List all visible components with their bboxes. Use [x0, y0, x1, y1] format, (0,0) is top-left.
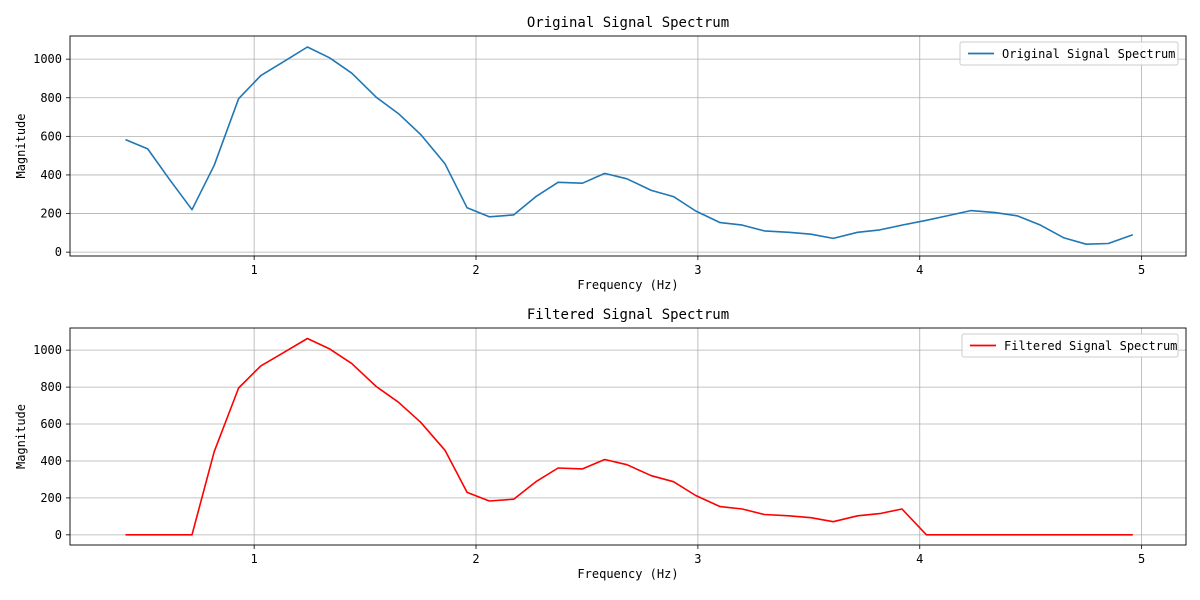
- x-tick-label: 1: [251, 552, 258, 566]
- legend-label: Original Signal Spectrum: [1002, 47, 1175, 61]
- y-tick-label: 0: [55, 245, 62, 259]
- x-tick-label: 3: [694, 552, 701, 566]
- subplot-1: 1 2 3 4 5 0 200 400 600 800 1000 Original Signal Sp…: [14, 15, 1187, 292]
- y-tick-label: 200: [40, 207, 62, 221]
- chart-title: Original Signal Spectrum: [527, 15, 729, 31]
- x-tick-label: 2: [472, 263, 479, 277]
- legend-label: Filtered Signal Spectrum: [1004, 339, 1177, 353]
- x-tick-label: 4: [916, 552, 923, 566]
- plot-frame: [69, 35, 1187, 257]
- y-axis-label: Magnitude: [14, 404, 28, 469]
- x-tick-label: 5: [1138, 552, 1145, 566]
- y-tick-label: 400: [40, 168, 62, 182]
- y-axis-label: Magnitude: [14, 113, 28, 178]
- x-tick-label: 3: [694, 263, 701, 277]
- x-axis-label: Frequency (Hz): [577, 567, 678, 581]
- y-tick-label: 600: [40, 129, 62, 143]
- legend-box: [959, 41, 1179, 66]
- series-line-1: [125, 337, 1133, 536]
- y-tick-label: 1000: [33, 343, 62, 357]
- series-line-1: [125, 46, 1134, 245]
- y-tick-label: 0: [55, 528, 62, 542]
- chart-title: Filtered Signal Spectrum: [527, 307, 729, 323]
- x-tick-label: 2: [472, 552, 479, 566]
- legend-box: [961, 333, 1179, 358]
- y-tick-label: 600: [40, 417, 62, 431]
- y-tick-label: 800: [40, 91, 62, 105]
- x-axis-label: Frequency (Hz): [577, 278, 678, 292]
- y-tick-label: 200: [40, 491, 62, 505]
- plot-frame: [69, 327, 1187, 546]
- y-tick-label: 1000: [33, 52, 62, 66]
- x-tick-label: 1: [251, 263, 258, 277]
- y-tick-label: 400: [40, 454, 62, 468]
- x-tick-label: 5: [1138, 263, 1145, 277]
- y-tick-label: 800: [40, 380, 62, 394]
- subplot-2: 1 2 3 4 5 0 200 400 600 800 1000 Filtered Signal Sp…: [14, 307, 1187, 581]
- x-tick-label: 4: [916, 263, 923, 277]
